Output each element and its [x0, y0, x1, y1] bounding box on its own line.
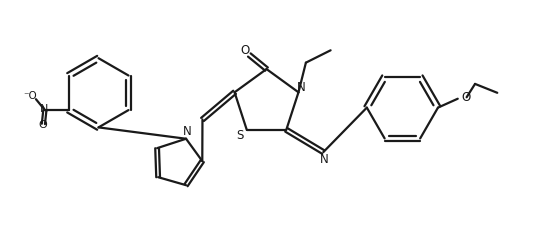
Text: N: N [296, 81, 306, 94]
Text: S: S [237, 129, 244, 142]
Text: O: O [240, 43, 250, 57]
Text: O: O [462, 91, 471, 104]
Text: ⁻O: ⁻O [23, 91, 37, 101]
Text: N: N [183, 125, 192, 138]
Text: N: N [320, 153, 329, 165]
Text: N: N [40, 104, 48, 114]
Text: O: O [38, 120, 47, 130]
